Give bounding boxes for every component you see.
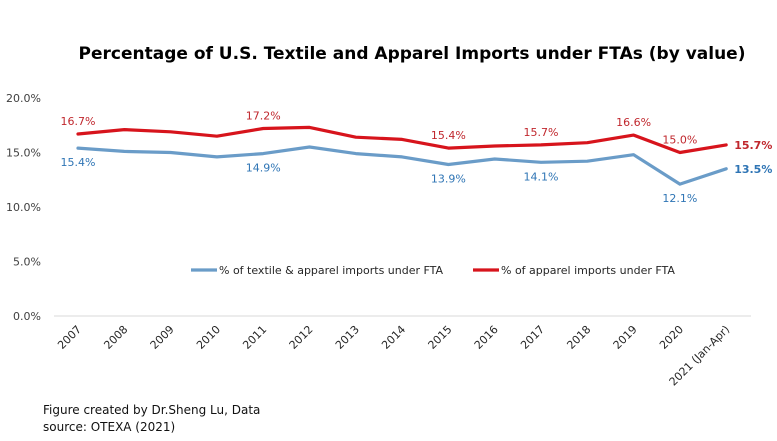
data-label: 15.0% <box>662 134 697 147</box>
x-tick-label: 2013 <box>333 323 362 352</box>
x-tick-label: 2009 <box>148 323 177 352</box>
data-label: 16.7% <box>61 115 96 128</box>
x-tick-label: 2011 <box>240 323 269 352</box>
data-label: 14.9% <box>246 162 281 175</box>
x-tick-label: 2010 <box>194 323 223 352</box>
y-tick-label: 20.0% <box>6 92 41 105</box>
x-tick-label: 2014 <box>379 323 408 352</box>
data-label: 13.9% <box>431 172 466 185</box>
data-label: 12.1% <box>662 192 697 205</box>
y-axis: 0.0% 5.0% 10.0% 15.0% 20.0% <box>6 92 41 323</box>
legend-label: % of apparel imports under FTA <box>501 264 675 277</box>
data-label: 16.6% <box>616 116 651 129</box>
y-tick-label: 5.0% <box>13 256 41 269</box>
y-tick-label: 10.0% <box>6 201 41 214</box>
x-tick-label: 2007 <box>55 323 84 352</box>
data-label: 15.4% <box>431 129 466 142</box>
data-labels: 15.4% 14.9% 13.9% 14.1% 12.1% 13.5% 16.7% 17.2%… <box>61 110 773 206</box>
x-tick-label: 2020 <box>657 323 686 352</box>
data-label: 15.7% <box>524 126 559 139</box>
caption-line-1: Figure created by Dr.Sheng Lu, Data <box>43 403 261 417</box>
data-label: 13.5% <box>734 163 772 176</box>
x-tick-label: 2008 <box>101 323 130 352</box>
data-label: 17.2% <box>246 110 281 123</box>
caption-line-2: source: OTEXA (2021) <box>43 420 176 434</box>
figure-caption: Figure created by Dr.Sheng Lu, Data sour… <box>43 402 303 436</box>
x-tick-label: 2017 <box>518 323 547 352</box>
chart-title: Percentage of U.S. Textile and Apparel I… <box>79 44 746 64</box>
data-label: 14.1% <box>524 170 559 183</box>
x-tick-label: 2012 <box>287 323 316 352</box>
y-tick-label: 15.0% <box>6 147 41 160</box>
x-axis: 2007 2008 2009 2010 2011 2012 2013 2014 2015 2016… <box>55 323 732 389</box>
series-lines <box>76 125 728 186</box>
y-tick-label: 0.0% <box>13 310 41 323</box>
x-tick-label: 2015 <box>426 323 455 352</box>
series-line-apparel <box>76 125 728 155</box>
legend-label: % of textile & apparel imports under FTA <box>219 264 444 277</box>
series-line-textile-apparel <box>76 145 728 186</box>
x-tick-label: 2019 <box>611 323 640 352</box>
x-tick-label: 2016 <box>472 323 501 352</box>
data-label: 15.4% <box>61 156 96 169</box>
data-label: 15.7% <box>734 139 772 152</box>
legend: % of textile & apparel imports under FTA… <box>191 264 675 277</box>
x-tick-label: 2018 <box>564 323 593 352</box>
